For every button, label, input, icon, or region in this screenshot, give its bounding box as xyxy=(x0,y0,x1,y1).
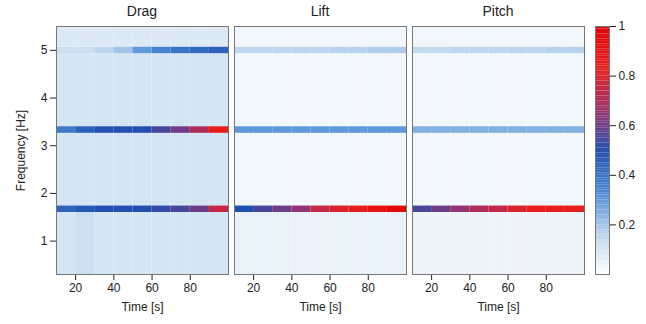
svg-text:0.8: 0.8 xyxy=(619,69,636,83)
svg-text:80: 80 xyxy=(540,281,554,295)
svg-text:80: 80 xyxy=(184,281,198,295)
svg-text:40: 40 xyxy=(463,281,477,295)
svg-text:Time [s]: Time [s] xyxy=(121,300,163,314)
svg-text:Time [s]: Time [s] xyxy=(477,300,519,314)
svg-text:1: 1 xyxy=(41,234,48,248)
svg-text:3: 3 xyxy=(41,139,48,153)
svg-text:60: 60 xyxy=(145,281,159,295)
svg-text:40: 40 xyxy=(107,281,121,295)
svg-text:5: 5 xyxy=(41,43,48,57)
svg-text:0.2: 0.2 xyxy=(619,218,636,232)
svg-text:60: 60 xyxy=(501,281,515,295)
svg-text:2: 2 xyxy=(41,186,48,200)
svg-text:20: 20 xyxy=(247,281,261,295)
svg-text:1: 1 xyxy=(619,20,626,33)
svg-text:20: 20 xyxy=(425,281,439,295)
svg-text:Time [s]: Time [s] xyxy=(299,300,341,314)
svg-text:40: 40 xyxy=(285,281,299,295)
svg-text:80: 80 xyxy=(362,281,376,295)
svg-text:20: 20 xyxy=(69,281,83,295)
svg-text:Frequency [Hz]: Frequency [Hz] xyxy=(14,110,28,191)
html-text:Drag: Drag xyxy=(126,3,158,19)
svg-text:4: 4 xyxy=(41,91,48,105)
svg-text:0.6: 0.6 xyxy=(619,119,636,133)
svg-text:60: 60 xyxy=(323,281,337,295)
svg-text:0.4: 0.4 xyxy=(619,168,636,182)
html-text:Pitch: Pitch xyxy=(482,3,514,19)
html-text:Lift: Lift xyxy=(310,3,330,19)
